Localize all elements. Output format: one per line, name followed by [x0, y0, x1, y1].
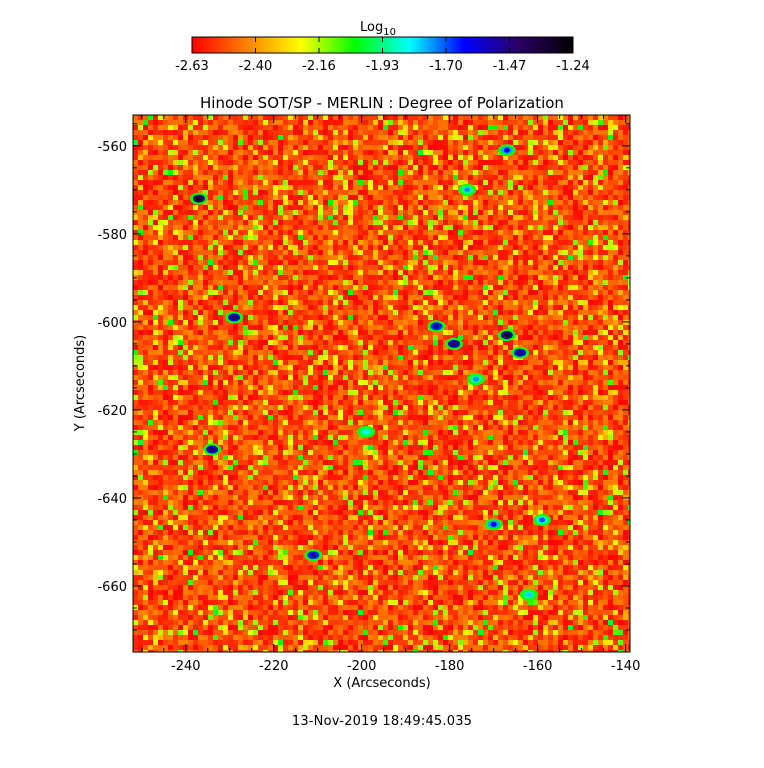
y-tick-label: -660 — [97, 580, 127, 595]
polarization-patch — [225, 311, 244, 324]
y-axis-label: Y (Arcseconds) — [73, 335, 88, 432]
colorbar-tick-label: -2.16 — [302, 59, 336, 74]
y-tick-label: -640 — [97, 492, 127, 507]
x-tick-label: -240 — [171, 659, 201, 674]
x-tick-label: -140 — [611, 659, 641, 674]
y-axis: -560 -580 -600 -620 -640 -660 — [97, 123, 630, 653]
plot-frame — [132, 114, 631, 653]
x-tick-label: -200 — [347, 659, 377, 674]
colorbar-tick-label: -1.24 — [556, 59, 590, 74]
polarization-patch — [357, 425, 376, 438]
polarization-patch — [427, 320, 446, 333]
x-tick-label: -160 — [523, 659, 553, 674]
y-tick-label: -560 — [97, 140, 127, 155]
polarization-patch — [497, 144, 516, 157]
polarization-patch — [189, 192, 208, 205]
x-tick-label: -220 — [259, 659, 289, 674]
heatmap-image — [133, 115, 630, 652]
polarization-patch — [203, 443, 222, 456]
polarization-patch — [484, 518, 503, 531]
polarization-patch — [458, 183, 477, 196]
colorbar-label: Log10 — [360, 20, 396, 38]
y-tick-label: -600 — [97, 316, 127, 331]
colorbar-tick-label: -2.40 — [239, 59, 273, 74]
polarization-patch — [304, 549, 323, 562]
x-axis: -240 -220 -200 -180 -160 -140 — [141, 115, 641, 674]
timestamp: 13-Nov-2019 18:49:45.035 — [291, 714, 473, 729]
y-tick-label: -620 — [97, 404, 127, 419]
x-axis-label: X (Arcseconds) — [333, 676, 430, 691]
polarization-patch — [511, 346, 530, 359]
colorbar-ticks: -2.63 -2.40 -2.16 -1.93 -1.70 -1.47 -1.24 — [175, 37, 590, 74]
polarization-patch — [519, 588, 538, 601]
polarization-patch — [445, 337, 464, 350]
polarization-patch — [467, 373, 486, 386]
x-tick-label: -180 — [435, 659, 465, 674]
polarization-patch — [497, 329, 516, 342]
colorbar-tick-label: -1.70 — [429, 59, 463, 74]
polarization-patch — [533, 513, 552, 526]
chart-title: Hinode SOT/SP - MERLIN : Degree of Polar… — [200, 94, 564, 112]
y-tick-label: -580 — [97, 228, 127, 243]
colorbar-tick-label: -1.93 — [366, 59, 400, 74]
colorbar-tick-label: -2.63 — [175, 59, 209, 74]
colorbar: Log10 -2.63 -2.40 -2.16 -1.93 -1.70 -1.47 -1.2… — [175, 20, 590, 74]
polarization-patches — [189, 144, 552, 601]
colorbar-tick-label: -1.47 — [493, 59, 527, 74]
